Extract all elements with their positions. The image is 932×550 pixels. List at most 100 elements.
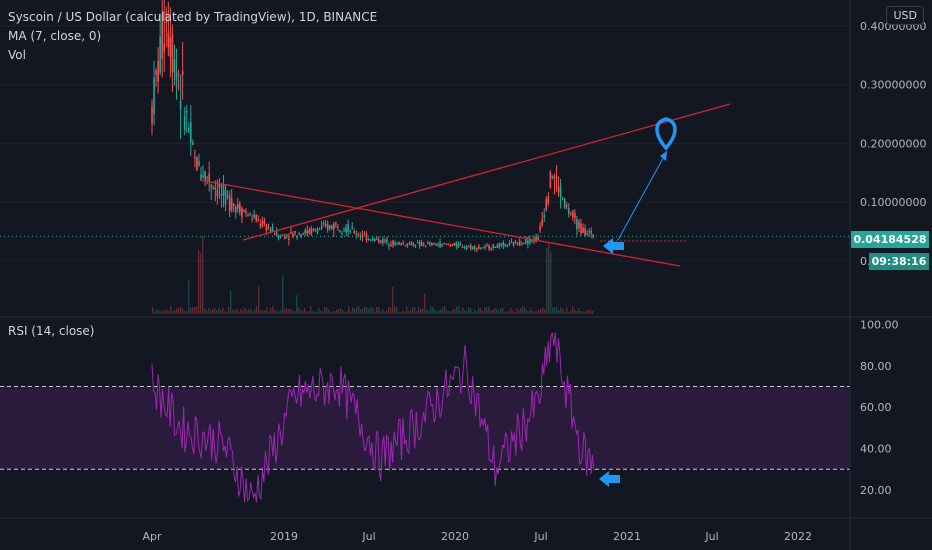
- volume-bar: [470, 308, 472, 314]
- price-candle-body: [226, 194, 229, 196]
- price-candle-body: [484, 245, 486, 248]
- volume-bar: [220, 309, 222, 314]
- time-axis[interactable]: Apr 2019 Jul 2020 Jul 2021 Jul 2022: [142, 530, 812, 543]
- price-candle-body: [335, 223, 337, 225]
- price-candle-body: [275, 230, 278, 235]
- price-candle-body: [557, 185, 560, 193]
- volume-bar: [472, 311, 474, 314]
- volume-bar: [328, 309, 330, 314]
- price-candle-body: [185, 110, 188, 113]
- price-candle-body: [463, 246, 466, 248]
- volume-bar: [558, 310, 560, 314]
- volume-bar: [204, 308, 206, 314]
- price-candle-body: [445, 244, 447, 246]
- volume-bar: [302, 310, 304, 314]
- price-candle-body: [251, 218, 253, 220]
- volume-bar: [282, 275, 284, 314]
- volume-label[interactable]: Vol: [8, 48, 26, 62]
- price-candle-body: [447, 243, 450, 245]
- symbol-title[interactable]: Syscoin / US Dollar (calculated by Tradi…: [8, 10, 378, 24]
- volume-bar: [246, 310, 248, 314]
- volume-bar: [526, 310, 528, 314]
- price-candle-body: [214, 187, 217, 189]
- price-candle-body: [363, 234, 366, 236]
- price-candle-body: [504, 243, 507, 247]
- volume-bar: [556, 307, 558, 314]
- price-candle-body: [482, 247, 484, 249]
- ascending-trendline: [242, 103, 731, 241]
- price-candle-body: [263, 219, 266, 224]
- volume-bar: [228, 306, 230, 314]
- volume-bar: [518, 309, 520, 314]
- volume-bar: [450, 311, 452, 314]
- volume-bar: [358, 306, 360, 314]
- price-candle-body: [296, 235, 298, 238]
- volume-bar: [592, 310, 594, 314]
- time-tick-label: 2021: [613, 530, 641, 543]
- drawing-annotations[interactable]: [199, 103, 731, 267]
- rsi-axis[interactable]: 100.00 80.00 60.00 40.00 20.00: [860, 318, 899, 497]
- volume-bar: [174, 310, 176, 314]
- rsi-label[interactable]: RSI (14, close): [8, 324, 95, 338]
- time-tick-label: 2019: [270, 530, 298, 543]
- price-candle-body: [155, 70, 157, 75]
- volume-bar: [522, 306, 524, 314]
- volume-bar: [318, 308, 320, 314]
- volume-bar: [388, 307, 390, 314]
- price-candle-body: [480, 248, 482, 250]
- volume-bar: [452, 309, 454, 314]
- volume-bar: [324, 306, 326, 314]
- volume-bar: [258, 286, 260, 314]
- volume-bar: [564, 311, 566, 314]
- price-candle-body: [181, 70, 184, 76]
- volume-bar: [372, 307, 374, 314]
- price-candle-body: [281, 234, 284, 237]
- price-candle-body: [151, 105, 153, 125]
- price-candle-body: [388, 245, 390, 247]
- volume-bar: [506, 311, 508, 314]
- price-candle-body: [549, 171, 552, 187]
- price-candle-body: [224, 190, 227, 205]
- rsi-tick-label: 20.00: [860, 484, 892, 497]
- ma-indicator-label[interactable]: MA (7, close, 0): [8, 29, 102, 43]
- volume-bar: [546, 247, 548, 314]
- price-candle-body: [202, 175, 204, 177]
- price-candle-body: [422, 244, 425, 246]
- volume-bar: [440, 309, 442, 314]
- price-candle-body: [230, 198, 233, 211]
- price-candle-body: [351, 226, 353, 229]
- price-candle-body: [433, 243, 435, 245]
- price-candle-body: [167, 32, 170, 49]
- volume-bar: [218, 307, 220, 314]
- price-candle-body: [173, 59, 176, 73]
- volume-bar: [424, 293, 426, 314]
- volume-bar: [426, 309, 428, 314]
- volume-bar: [322, 311, 324, 314]
- price-candle-body: [469, 244, 472, 249]
- rsi-tick-label: 80.00: [860, 360, 892, 373]
- price-candle-body: [320, 226, 323, 230]
- volume-bar: [474, 309, 476, 314]
- volume-bar: [530, 308, 532, 314]
- volume-bar: [232, 309, 234, 314]
- price-candle-body: [265, 225, 268, 231]
- price-candle-body: [582, 227, 584, 233]
- currency-badge[interactable]: USD: [886, 6, 924, 25]
- volume-bar: [412, 307, 414, 314]
- volume-bar: [242, 310, 244, 314]
- price-candle-body: [565, 205, 568, 207]
- volume-bar: [386, 309, 388, 314]
- volume-bar: [460, 311, 462, 314]
- volume-bar: [432, 306, 434, 314]
- volume-bar: [494, 308, 496, 314]
- volume-bar: [346, 311, 348, 314]
- volume-bar: [456, 306, 458, 314]
- price-candle-body: [308, 229, 311, 234]
- price-candle-body: [478, 246, 480, 249]
- volume-bar: [300, 309, 302, 314]
- volume-bar: [234, 309, 236, 314]
- projection-arrow-head: [660, 151, 667, 161]
- price-candle-body: [216, 190, 219, 197]
- price-candle-body: [267, 227, 270, 229]
